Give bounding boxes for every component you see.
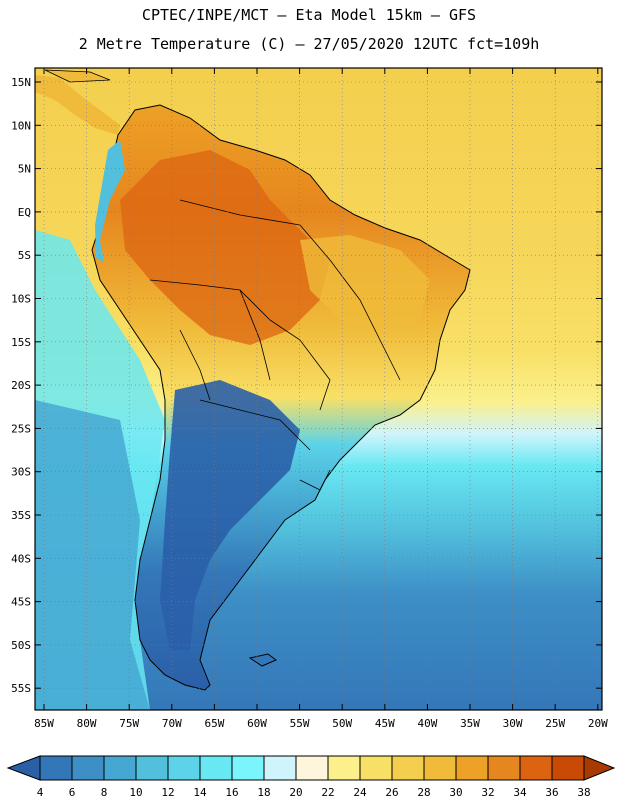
lon-label: 75W [119,717,139,730]
lon-label: 85W [34,717,54,730]
lat-label: 15N [11,76,31,89]
lon-label: 45W [375,717,395,730]
colorbar-segment [71,755,105,781]
colorbar-label: 10 [129,786,142,799]
lat-label: 40S [11,552,31,565]
colorbar-label: 4 [37,786,44,799]
colorbar-segment [199,755,233,781]
colorbar-segment [231,755,265,781]
lon-label: 20W [588,717,608,730]
lon-label: 40W [417,717,437,730]
map-frame [34,67,603,711]
colorbar-label: 26 [385,786,398,799]
colorbar-segment [327,755,361,781]
colorbar-segment [359,755,393,781]
map-subtitle: 2 Metre Temperature (C) – 27/05/2020 12U… [78,35,540,53]
central-america [35,75,120,135]
lat-label: 15S [11,336,31,349]
lat-label: 45S [11,596,31,609]
colorbar-label: 22 [321,786,334,799]
temperature-map: 15N 10N 5N EQ 5S 10S 15S 20S 25S 30S 35S 40S 45S 50S 5… [11,67,608,730]
colorbar-label: 30 [449,786,462,799]
lon-label: 70W [162,717,182,730]
lon-label: 60W [247,717,267,730]
colorbar-segment [423,755,457,781]
colorbar-label: 14 [193,786,207,799]
lon-label: 25W [545,717,565,730]
lat-label: 30S [11,466,31,479]
patagonia-cold [160,380,300,650]
colorbar-label: 20 [289,786,302,799]
colorbar-label: 6 [69,786,76,799]
lat-label: EQ [18,206,31,219]
colorbar-label: 8 [101,786,108,799]
andes-north [95,140,125,262]
brazil-warm-zone [300,235,430,330]
lat-label: 55S [11,682,31,695]
colorbar-high-arrow [583,755,616,781]
colorbar-segment [263,755,297,781]
cuba-island [44,69,111,83]
colorbar-segment [551,755,585,781]
colorbar-segment [39,755,73,781]
lat-label: 20S [11,379,31,392]
country-borders [149,199,401,491]
latitude-axis: 15N 10N 5N EQ 5S 10S 15S 20S 25S 30S 35S 40S 45S 50S 5… [11,76,602,695]
colorbar-segment [135,755,169,781]
colorbar-segment [295,755,329,781]
map-title: CPTEC/INPE/MCT – Eta Model 15km – GFS [141,6,477,24]
colorbar-label: 36 [545,786,558,799]
colorbar-segment [391,755,425,781]
colorbar-label: 28 [417,786,430,799]
lon-label: 30W [503,717,523,730]
lon-label: 80W [77,717,97,730]
lat-label: 5N [18,163,31,176]
lon-label: 55W [290,717,310,730]
falkland-islands [248,653,277,667]
lat-label: 10N [11,119,31,132]
colorbar-segment [487,755,521,781]
colorbar-low-arrow [6,755,41,781]
lat-label: 50S [11,639,31,652]
colorbar-label: 38 [577,786,590,799]
lat-label: 10S [11,293,31,306]
longitude-axis: 85W 80W 75W 70W 65W 60W 55W 50W 45W 40W 35W 30W 25W 2… [34,68,608,730]
lat-lon-grid [35,68,602,710]
colorbar-segment [519,755,553,781]
lon-label: 35W [460,717,480,730]
pacific-cold-band [35,400,150,710]
lat-label: 35S [11,509,31,522]
colorbar-label: 24 [353,786,367,799]
lat-label: 5S [18,249,31,262]
colorbar-segment [455,755,489,781]
colorbar-segment [167,755,201,781]
colorbar-label: 16 [225,786,238,799]
lon-label: 50W [332,717,352,730]
amazon-hot-core [120,150,330,345]
lon-label: 65W [204,717,224,730]
colorbar-label: 34 [513,786,527,799]
lat-label: 25S [11,422,31,435]
colorbar-label: 32 [481,786,494,799]
colorbar: 4 6 8 10 12 14 16 18 20 22 24 26 28 30 32 34 36 38 [6,755,616,799]
colorbar-label: 18 [257,786,270,799]
colorbar-segment [103,755,137,781]
colorbar-label: 12 [161,786,174,799]
